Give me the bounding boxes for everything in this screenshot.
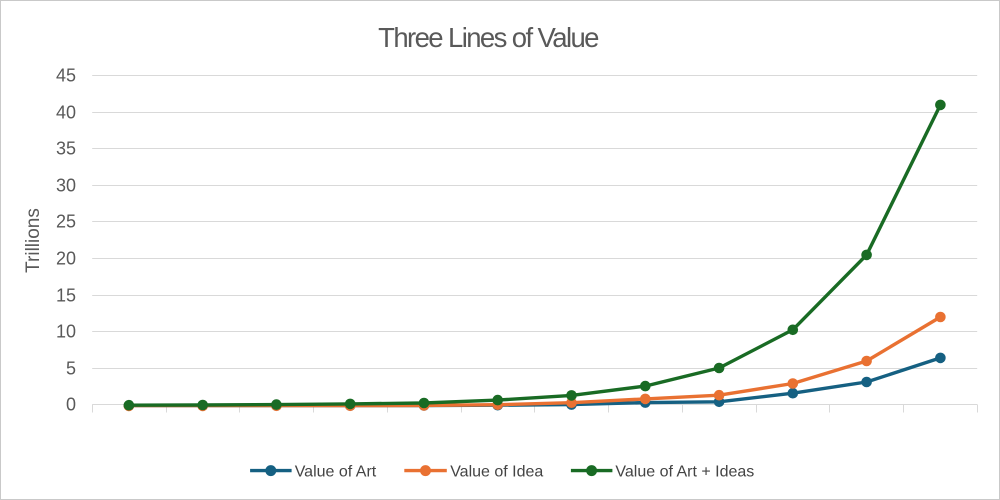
svg-text:Trillions: Trillions [23, 208, 44, 273]
svg-text:15: 15 [56, 286, 76, 306]
svg-text:10: 10 [56, 322, 76, 342]
svg-text:Value of Art: Value of Art [295, 463, 377, 480]
svg-text:Value of Art + Ideas: Value of Art + Ideas [615, 463, 754, 480]
svg-text:45: 45 [56, 66, 76, 86]
svg-text:40: 40 [56, 103, 76, 123]
svg-text:20: 20 [56, 249, 76, 269]
svg-text:0: 0 [66, 395, 76, 415]
svg-text:35: 35 [56, 139, 76, 159]
svg-text:30: 30 [56, 176, 76, 196]
svg-text:Value of Idea: Value of Idea [450, 463, 543, 480]
svg-text:25: 25 [56, 212, 76, 232]
svg-text:Three Lines of Value: Three Lines of Value [378, 22, 599, 53]
svg-text:5: 5 [66, 359, 76, 379]
